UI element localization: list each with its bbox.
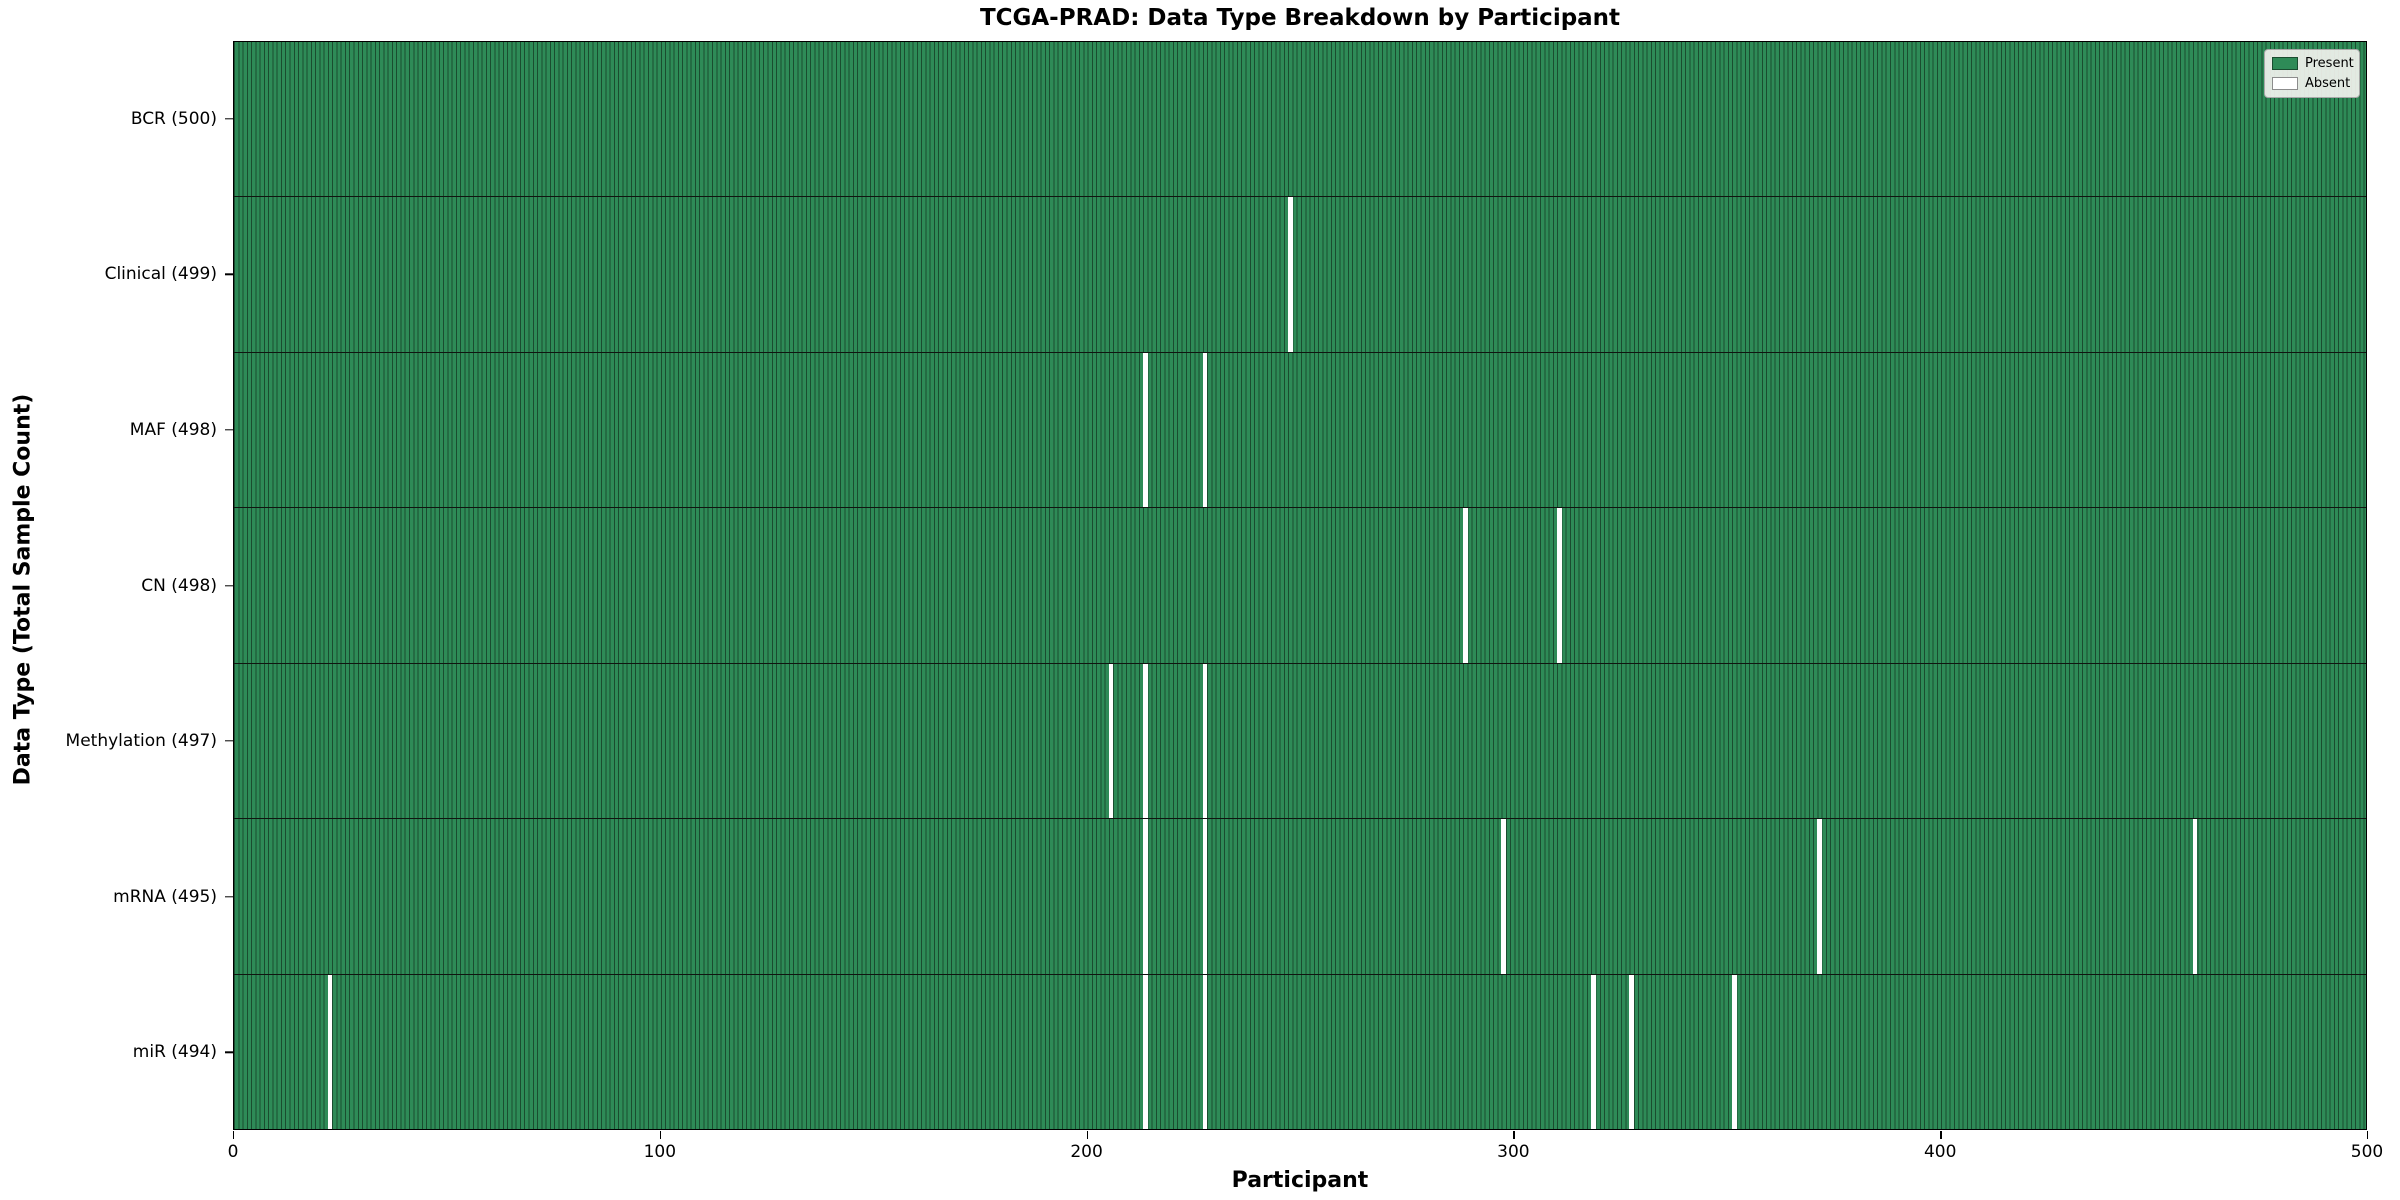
present-cells [234,508,2366,663]
absent-gap-mRNA-227 [1202,819,1208,974]
heatmap-row-MAF [234,351,2366,508]
x-tick-label: 300 [1497,1142,1530,1162]
absent-gap-Clinical-247 [1287,197,1293,352]
absent-gap-MAF-227 [1202,352,1208,508]
y-tick-label: BCR (500) [130,108,217,129]
y-tick-mark [225,1051,233,1053]
absent-gap-mRNA-459 [2192,819,2198,974]
present-cells [234,197,2366,352]
present-cells [234,352,2366,508]
x-tick-mark [233,1131,235,1139]
absent-gap-miR-227 [1202,974,1208,1129]
x-tick-mark [659,1131,662,1139]
legend: Present Absent [2264,49,2360,98]
absent-gap-Methylation-213 [1142,663,1148,819]
x-tick-label: 200 [1070,1142,1103,1162]
present-cells [234,42,2366,197]
x-axis-label: Participant [1231,1168,1369,1193]
x-tick-label: 400 [1923,1142,1957,1162]
absent-gap-mRNA-297 [1501,819,1507,974]
heatmap-row-Clinical [234,196,2366,352]
present-cells [234,819,2366,974]
y-tick-mark [225,740,233,742]
absent-gap-CN-288 [1462,508,1468,663]
legend-absent-label: Absent [2305,76,2351,91]
x-tick-mark [1513,1131,1515,1139]
absent-gap-miR-318 [1591,974,1596,1129]
absent-gap-mRNA-371 [1817,819,1822,974]
absent-gap-mRNA-213 [1142,819,1148,974]
legend-entry-present: Present [2272,56,2354,71]
absent-gap-Methylation-205 [1108,663,1114,819]
y-tick-mark [225,118,233,120]
x-tick-mark [1086,1131,1088,1139]
absent-gap-miR-22 [327,974,333,1129]
y-tick-mark [225,895,233,898]
absent-gap-miR-213 [1142,974,1148,1129]
absent-gap-MAF-213 [1142,352,1148,508]
x-tick-mark [1940,1131,1942,1139]
y-tick-label: Methylation (497) [65,731,217,752]
plot-area: Present Absent [233,41,2367,1130]
y-tick-mark [225,273,233,276]
chart-title: TCGA-PRAD: Data Type Breakdown by Partic… [979,5,1621,31]
legend-present-label: Present [2305,56,2354,71]
x-tick-label: 100 [643,1142,677,1162]
y-tick-label: miR (494) [132,1042,217,1063]
present-swatch [2272,57,2298,70]
heatmap-row-Methylation [234,662,2366,819]
x-tick-label: 0 [227,1142,239,1162]
y-tick-label: CN (498) [141,575,217,596]
absent-swatch [2272,77,2298,90]
absent-gap-Methylation-227 [1202,663,1208,819]
legend-entry-absent: Absent [2272,76,2351,91]
y-tick-label: MAF (498) [129,419,217,440]
y-tick-mark [225,429,233,431]
heatmap-row-CN [234,507,2366,663]
absent-gap-miR-327 [1629,974,1635,1129]
absent-gap-CN-310 [1556,508,1562,663]
y-tick-label: Clinical (499) [104,264,217,285]
y-tick-label: mRNA (495) [113,886,217,907]
heatmap-row-mRNA [234,818,2366,974]
heatmap-row-miR [234,973,2366,1129]
heatmap-rows [234,42,2366,1129]
absent-gap-miR-351 [1731,974,1737,1129]
x-tick-label: 500 [2350,1142,2384,1162]
heatmap-row-BCR [234,42,2366,197]
present-cells [234,663,2366,819]
x-tick-mark [2367,1131,2369,1139]
y-tick-mark [225,584,233,587]
present-cells [234,974,2366,1129]
